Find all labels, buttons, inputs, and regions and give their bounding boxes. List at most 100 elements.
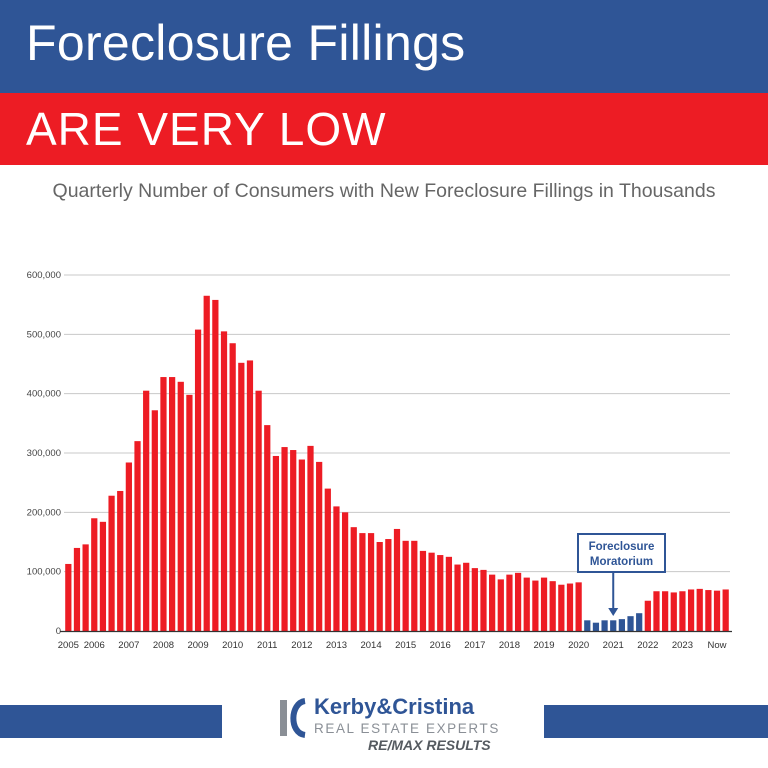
bar [549,581,556,631]
x-tick-label: 2011 [257,640,277,651]
bar [359,533,366,631]
x-tick-label: 2015 [395,640,416,651]
bar [272,455,280,631]
page-subtitle: ARE VERY LOW [26,103,387,155]
bar [489,574,496,631]
bar [255,390,262,631]
bar [125,462,132,631]
bar [575,582,582,631]
bar [281,447,288,631]
bar [696,588,703,631]
x-tick-label: 2013 [326,640,347,651]
bar [341,512,349,631]
bar [117,490,124,631]
bar [246,360,254,631]
bar [463,562,470,631]
x-tick-label: 2009 [187,640,208,651]
y-tick-label: 200,000 [27,507,61,518]
bar [445,556,453,631]
annotation-box [577,533,666,573]
bar [108,495,115,631]
bar [679,591,686,631]
bars [65,295,729,631]
x-tick-label: 2010 [222,640,243,651]
title-banner [0,0,768,93]
bar [419,550,427,631]
x-tick-label: 2019 [533,640,554,651]
x-tick-label: 2006 [84,640,105,651]
bar [670,592,677,631]
y-tick-label: 500,000 [27,329,61,340]
bar [143,390,150,631]
bar [705,590,712,631]
bar [91,518,98,631]
bar [229,343,236,631]
bar [367,533,375,631]
bar [333,506,340,631]
annotation-arrow-head [608,608,619,616]
bar-moratorium [610,620,617,631]
bar [506,574,513,631]
brand-logo-icon [280,698,307,738]
bar-moratorium [636,613,643,631]
bar [532,580,539,631]
bar [402,540,409,631]
brand-name: Kerby&Cristina [314,694,475,719]
bar [644,600,651,631]
x-tick-label: 2023 [672,640,693,651]
bar [376,542,383,631]
footer-bar-right [544,705,768,738]
bar [298,459,305,631]
bar [713,590,721,631]
bar [316,461,323,631]
bar [65,563,72,631]
y-tick-label: 400,000 [27,389,61,400]
footer-bar-left [0,705,222,738]
bar [566,583,574,631]
bar [471,568,478,631]
bar [350,527,357,631]
bar [212,299,219,631]
bar [99,521,107,631]
bar-moratorium [601,620,608,631]
bar [523,577,530,631]
x-tick-label: Now [708,640,727,651]
chart-caption: Quarterly Number of Consumers with New F… [52,180,716,202]
moratorium-annotation: Foreclosure Moratorium [577,533,666,616]
brand-office: RE/MAX RESULTS [368,737,491,753]
bar [238,362,245,631]
y-tick-labels: 0 100,000 200,000 300,000 400,000 500,000 600,… [27,270,61,637]
bar [307,445,314,631]
x-tick-labels: 2005 2006 2007 2008 2009 2010 2011 2012 2013 2014… [58,640,727,651]
bar [186,394,193,631]
bar [203,295,210,631]
x-tick-label: 2020 [568,640,589,651]
bar [82,544,89,631]
bar [454,564,461,631]
bar-moratorium [618,619,625,631]
bar [437,555,444,631]
x-tick-label: 2014 [360,640,381,651]
bar [540,577,548,631]
bar [428,552,435,631]
bar [653,591,660,631]
bar [393,528,401,631]
bar-moratorium [584,620,591,631]
bar [480,569,487,631]
y-tick-label: 100,000 [27,567,61,578]
annotation-label-line2: Moratorium [590,556,653,568]
bar [177,381,184,631]
bar [497,579,504,631]
bar [722,589,729,631]
bar [290,450,297,631]
x-tick-label: 2016 [430,640,451,651]
bar [324,488,331,631]
bar [264,425,271,631]
bar [385,539,392,631]
bar [194,329,202,631]
x-tick-label: 2018 [499,640,520,651]
subtitle-banner [0,93,768,165]
x-tick-label: 2022 [637,640,658,651]
x-tick-label: 2005 [58,640,79,651]
